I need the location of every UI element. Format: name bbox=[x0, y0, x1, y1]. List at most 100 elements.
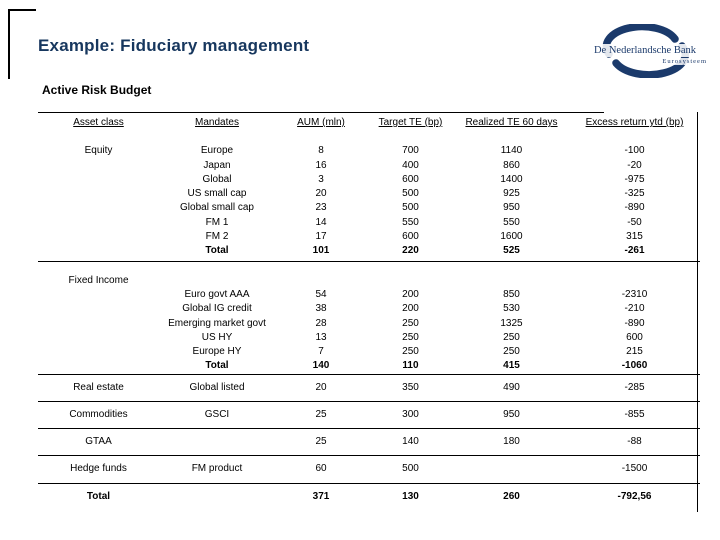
table-top-rule bbox=[38, 112, 604, 113]
table-cell: -210 bbox=[624, 303, 645, 315]
table-cell: FM 2 bbox=[205, 231, 229, 243]
table-cell: 180 bbox=[503, 436, 520, 448]
table-cell: Japan bbox=[203, 159, 231, 171]
table-cell: 260 bbox=[503, 490, 520, 502]
table-row: Hedge funds FM product 60 500 -1500 bbox=[38, 455, 700, 482]
table-cell: 350 bbox=[402, 381, 419, 393]
table-cell: Real estate bbox=[73, 381, 124, 393]
table-cell: Hedge funds bbox=[70, 463, 127, 475]
table-title: Active Risk Budget bbox=[42, 83, 152, 97]
table-row: Europe HY 7 250 250 215 bbox=[38, 345, 700, 359]
table-cell: FM product bbox=[191, 463, 243, 475]
table-cell: 25 bbox=[315, 436, 327, 448]
table-cell: 850 bbox=[503, 288, 520, 300]
table-cell: Europe HY bbox=[192, 346, 242, 358]
table-cell: 25 bbox=[315, 408, 327, 420]
table-cell: Euro govt AAA bbox=[184, 288, 250, 300]
table-cell bbox=[159, 484, 275, 510]
table-cell bbox=[159, 274, 275, 288]
table-cell bbox=[38, 317, 159, 331]
table-cell: 1140 bbox=[500, 145, 523, 157]
table-cell: 220 bbox=[402, 245, 419, 257]
table-cell bbox=[38, 230, 159, 244]
table-row: GTAA 25 140 180 -88 bbox=[38, 428, 700, 455]
table-cell: 315 bbox=[626, 231, 643, 243]
table-cell: 925 bbox=[503, 188, 520, 200]
table-cell: 860 bbox=[503, 159, 520, 171]
table-cell bbox=[38, 187, 159, 201]
table-cell: 1400 bbox=[500, 173, 523, 185]
table-cell: FM 1 bbox=[205, 216, 229, 228]
table-cell bbox=[38, 288, 159, 302]
slide-title: Example: Fiduciary management bbox=[38, 36, 310, 55]
table-cell bbox=[454, 274, 569, 288]
table-cell: GTAA bbox=[85, 436, 112, 448]
column-header: Excess return ytd (bp) bbox=[585, 117, 684, 128]
table-cell: 600 bbox=[402, 231, 419, 243]
table-cell: 140 bbox=[312, 360, 330, 372]
table-cell: 250 bbox=[402, 346, 419, 358]
table-cell: -890 bbox=[624, 317, 645, 329]
table-cell: 101 bbox=[312, 245, 330, 257]
table-row: Total 101 220 525 -261 bbox=[38, 244, 700, 258]
table-row: Real estate Global listed 20 350 490 -285 bbox=[38, 373, 700, 401]
dnb-logo: De Nederlandsche Bank Eurosysteem bbox=[583, 24, 713, 78]
logo-eurosysteem-label: Eurosysteem bbox=[662, 58, 707, 65]
table-cell: 8 bbox=[318, 145, 324, 157]
table-cell: 500 bbox=[402, 188, 419, 200]
table-cell: Emerging market govt bbox=[168, 317, 266, 329]
table-row: Emerging market govt 28 250 1325 -890 bbox=[38, 317, 700, 331]
table-cell: 500 bbox=[402, 463, 419, 475]
table-cell: Global IG credit bbox=[182, 303, 252, 315]
column-header: AUM (mln) bbox=[297, 117, 345, 128]
table-cell: 1325 bbox=[500, 317, 523, 329]
table-cell: 550 bbox=[503, 216, 520, 228]
table-cell: -261 bbox=[624, 245, 645, 257]
table-cell: Total bbox=[205, 245, 229, 257]
table-cell: US HY bbox=[201, 331, 233, 343]
table-cell: -975 bbox=[624, 173, 645, 185]
table-cell: 400 bbox=[402, 159, 419, 171]
table-cell: 20 bbox=[315, 381, 327, 393]
column-header: Mandates bbox=[195, 117, 239, 128]
table-cell: -2310 bbox=[621, 288, 648, 300]
table-cell: -325 bbox=[624, 188, 645, 200]
table-cell: 14 bbox=[315, 216, 327, 228]
table-row: Commodities GSCI 25 300 950 -855 bbox=[38, 400, 700, 428]
table-cell: Europe bbox=[200, 145, 234, 157]
table-cell: 300 bbox=[402, 408, 419, 420]
table-cell: 250 bbox=[402, 331, 419, 343]
table-cell: 525 bbox=[503, 245, 520, 257]
table-row: US small cap 20 500 925 -325 bbox=[38, 187, 700, 201]
table-cell: -855 bbox=[624, 408, 645, 420]
table-cell bbox=[569, 274, 700, 288]
table-cell: 600 bbox=[402, 173, 419, 185]
table-cell: GSCI bbox=[204, 408, 230, 420]
table-cell: 16 bbox=[315, 159, 327, 171]
table-cell: 371 bbox=[312, 490, 330, 502]
table-cell: 250 bbox=[402, 317, 419, 329]
table-cell: -20 bbox=[627, 159, 642, 171]
table-cell bbox=[38, 159, 159, 173]
table-cell: -890 bbox=[624, 202, 645, 214]
table-right-rule bbox=[697, 112, 698, 512]
table-cell: -100 bbox=[624, 145, 645, 157]
table-cell bbox=[38, 302, 159, 316]
table-cell bbox=[367, 274, 454, 288]
table-cell: 23 bbox=[315, 202, 327, 214]
table-cell: -88 bbox=[627, 436, 642, 448]
table-cell: 250 bbox=[503, 331, 520, 343]
table-row: FM 2 17 600 1600 315 bbox=[38, 230, 700, 244]
table-cell bbox=[275, 274, 367, 288]
table-cell bbox=[38, 244, 159, 258]
active-risk-budget-table: Asset class Mandates AUM (mln) Target TE (b… bbox=[38, 112, 700, 512]
table-row: Japan 16 400 860 -20 bbox=[38, 159, 700, 173]
table-cell: 7 bbox=[318, 346, 324, 358]
table-cell: -1500 bbox=[621, 463, 648, 475]
table-cell: 130 bbox=[402, 490, 419, 502]
table-cell bbox=[38, 201, 159, 215]
table-cell: 1600 bbox=[500, 231, 523, 243]
table-cell: 500 bbox=[402, 202, 419, 214]
table-cell: Global listed bbox=[189, 381, 245, 393]
table-cell bbox=[38, 331, 159, 345]
